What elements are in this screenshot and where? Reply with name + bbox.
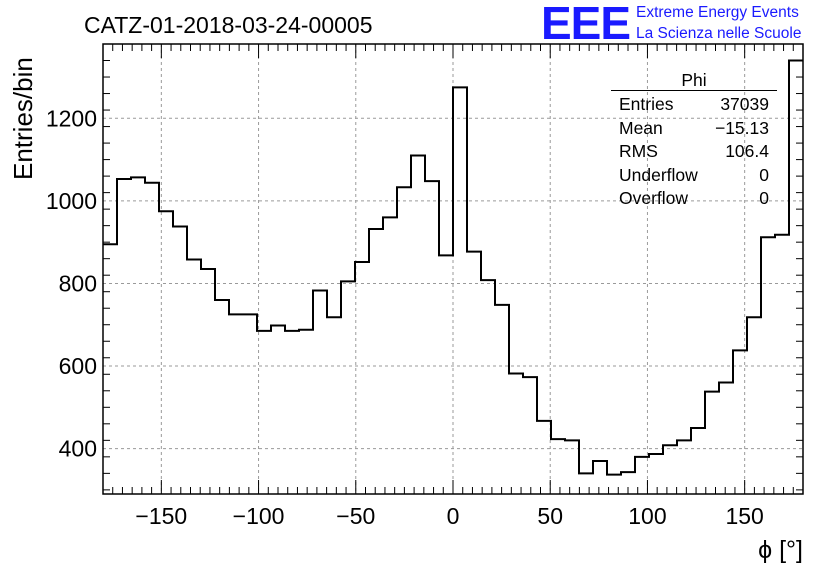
page-title: CATZ-01-2018-03-24-00005 bbox=[84, 12, 373, 38]
logo-tagline-1: Extreme Energy Events bbox=[636, 4, 799, 21]
grid-lines bbox=[103, 44, 803, 494]
x-tick-label: −100 bbox=[233, 503, 285, 529]
stats-value: 37039 bbox=[720, 94, 769, 114]
stats-row-entries: Entries 37039 bbox=[611, 93, 777, 117]
stats-label: Overflow bbox=[619, 188, 689, 209]
y-tick-label: 400 bbox=[59, 436, 97, 462]
y-tick-labels: 400 600 800 1000 1200 bbox=[46, 105, 97, 461]
x-tick-labels: −150 −100 −50 0 50 100 150 bbox=[135, 503, 763, 529]
stats-box: Phi Entries 37039 Mean −15.13 RMS 106.4 … bbox=[611, 70, 777, 211]
y-tick-label: 600 bbox=[59, 353, 97, 379]
stats-row-overflow: Overflow 0 bbox=[611, 187, 777, 211]
stats-value: −15.13 bbox=[714, 117, 769, 138]
stats-label: Mean bbox=[619, 117, 663, 138]
logo-tagline-2: La Scienza nelle Scuole bbox=[636, 25, 802, 42]
axis-ticks bbox=[103, 44, 803, 494]
eee-logo: EEE bbox=[541, 0, 631, 49]
x-tick-label: −150 bbox=[135, 503, 187, 529]
x-tick-label: 150 bbox=[725, 503, 763, 529]
stats-label: Underflow bbox=[619, 164, 698, 185]
x-axis-label: ϕ [°] bbox=[758, 536, 803, 564]
y-tick-label: 1200 bbox=[46, 105, 97, 131]
x-tick-label: −50 bbox=[336, 503, 375, 529]
stats-title: Phi bbox=[611, 70, 777, 91]
x-tick-label: 50 bbox=[537, 503, 563, 529]
y-axis-label: Entries/bin bbox=[8, 57, 38, 180]
histogram-series-phi bbox=[103, 59, 803, 476]
stats-label: RMS bbox=[619, 141, 658, 162]
stats-value: 106.4 bbox=[725, 141, 769, 162]
x-tick-label: 0 bbox=[447, 503, 460, 529]
stats-label: Entries bbox=[619, 94, 674, 114]
y-tick-label: 1000 bbox=[46, 188, 97, 214]
stats-row-underflow: Underflow 0 bbox=[611, 164, 777, 188]
x-tick-label: 100 bbox=[628, 503, 666, 529]
stats-row-rms: RMS 106.4 bbox=[611, 140, 777, 164]
stats-value: 0 bbox=[759, 164, 769, 185]
y-tick-label: 800 bbox=[59, 270, 97, 296]
stats-value: 0 bbox=[759, 188, 769, 209]
stats-row-mean: Mean −15.13 bbox=[611, 117, 777, 141]
